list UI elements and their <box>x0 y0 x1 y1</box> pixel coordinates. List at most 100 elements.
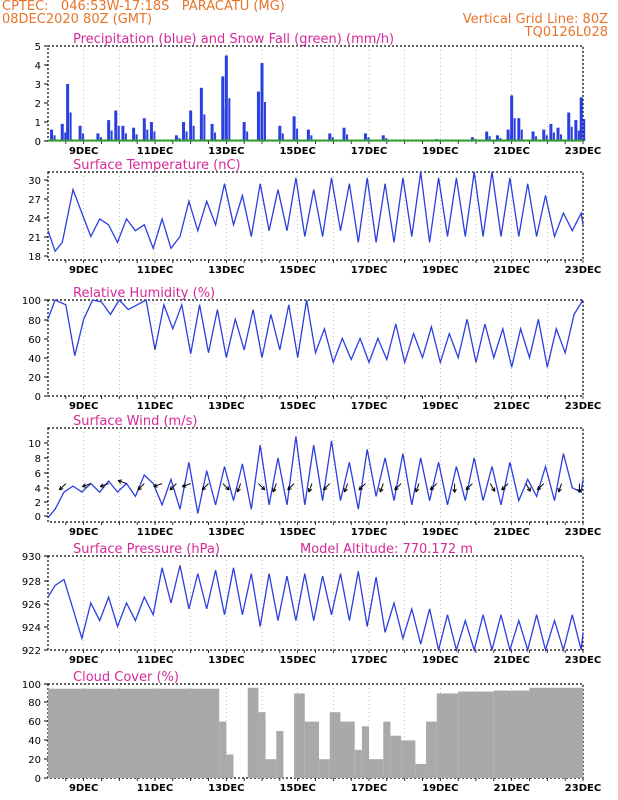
xtick-label: 15DEC <box>279 783 315 794</box>
wind-arrow-head <box>263 485 266 491</box>
precip-bar <box>99 137 102 141</box>
precip-bar <box>306 129 310 141</box>
wind-arrow-head <box>237 488 241 493</box>
ytick-label-temp: 18 <box>28 252 41 263</box>
ytick-label-temp: 21 <box>28 233 41 244</box>
xtick-label: 9DEC <box>69 146 98 157</box>
precip-bar <box>78 125 82 141</box>
xtick-label: 15DEC <box>279 265 315 276</box>
cloud-cover-bar <box>436 693 459 778</box>
wind-arrow-head <box>537 488 542 491</box>
ytick-label-cloud: 0 <box>35 774 41 785</box>
wind-arrow <box>137 483 145 491</box>
xtick-label: 23DEC <box>565 401 601 412</box>
precip-bar <box>199 87 203 141</box>
xtick-label: 19DEC <box>422 401 458 412</box>
wind-arrow <box>394 483 402 491</box>
xtick-label: 23DEC <box>565 783 601 794</box>
humidity-line <box>47 298 584 368</box>
wind-arrow-head <box>322 485 326 491</box>
temperature-line <box>47 171 584 253</box>
wind-arrow-head <box>153 483 157 487</box>
precip-bar <box>264 102 266 141</box>
precip-bar <box>470 137 474 141</box>
cloud-cover-bar <box>426 721 437 778</box>
ytick-label-humidity: 60 <box>28 335 41 346</box>
wind-arrow <box>344 483 349 493</box>
wind-arrow <box>415 483 420 493</box>
precip-bar <box>574 120 578 141</box>
ytick-label-pressure: 922 <box>22 646 41 657</box>
wind-arrow <box>169 483 177 491</box>
precip-bar <box>346 134 349 141</box>
precip-bar <box>189 110 193 141</box>
ytick-label-precip: 1 <box>35 118 41 129</box>
xtick-label: 21DEC <box>493 146 529 157</box>
xtick-label: 19DEC <box>422 265 458 276</box>
xtick-label: 13DEC <box>208 401 244 412</box>
panel-frame-temp <box>47 171 584 261</box>
precip-bar <box>53 135 56 141</box>
ytick-label-cloud: 100 <box>22 680 41 691</box>
ytick-label-wind: 8 <box>35 454 41 465</box>
precip-bar <box>117 125 120 141</box>
wind-arrow <box>59 483 67 491</box>
precip-bar <box>488 136 491 141</box>
cloud-cover-bar <box>247 687 259 778</box>
xtick-label: 9DEC <box>69 783 98 794</box>
precip-bar <box>142 118 146 141</box>
ytick-label-precip: 5 <box>35 42 41 53</box>
precip-bar <box>66 84 70 141</box>
xtick-label: 15DEC <box>279 655 315 666</box>
precip-bar <box>203 114 206 141</box>
precip-bar <box>292 116 296 141</box>
precip-bar <box>60 123 64 141</box>
wind-arrow-head <box>454 488 457 493</box>
wind-arrow <box>379 483 384 493</box>
wind-arrow-head <box>99 483 104 487</box>
cloud-cover-bar <box>265 759 277 778</box>
precip-bar <box>367 137 370 141</box>
ytick-label-temp: 27 <box>28 195 41 206</box>
precip-bar <box>132 127 136 141</box>
precip-bar <box>153 131 156 141</box>
cloud-cover-bar <box>329 712 341 778</box>
wind-arrow-head <box>558 488 562 493</box>
ytick-label-humidity: 100 <box>22 296 41 307</box>
ytick-label-cloud: 80 <box>28 698 41 709</box>
precip-bar <box>110 130 113 141</box>
wind-arrow-head <box>429 485 433 491</box>
cloud-cover-bar <box>294 693 305 778</box>
xtick-label: 21DEC <box>493 401 529 412</box>
xtick-label: 19DEC <box>422 146 458 157</box>
xtick-label: 9DEC <box>69 527 98 538</box>
ytick-label-wind: 4 <box>35 484 41 495</box>
precip-bar <box>182 122 186 141</box>
xtick-label: 21DEC <box>493 527 529 538</box>
precip-bar <box>69 112 72 141</box>
precip-bar <box>495 135 499 141</box>
xtick-label: 23DEC <box>565 146 601 157</box>
xtick-label: 23DEC <box>565 265 601 276</box>
cloud-cover-bar <box>258 712 266 778</box>
precip-bar <box>149 122 153 141</box>
wind-arrow <box>222 483 230 491</box>
wind-arrow <box>489 483 496 492</box>
precip-bar <box>531 131 535 141</box>
precip-bar <box>560 134 563 141</box>
wind-arrow <box>258 483 266 491</box>
cloud-cover-bar <box>529 687 583 778</box>
xtick-label: 17DEC <box>351 146 387 157</box>
xtick-label: 17DEC <box>351 401 387 412</box>
cloud-cover-bar <box>369 759 384 778</box>
panel-title-humidity: Relative Humidity (%) <box>73 286 215 301</box>
wind-arrow-head <box>137 488 142 491</box>
wind-arrow <box>537 483 545 491</box>
wind-arrow-head <box>81 483 86 487</box>
cloud-cover-bar <box>226 754 234 778</box>
wind-arrow <box>308 483 313 493</box>
precip-bar <box>331 137 334 141</box>
cloud-cover-bar <box>401 740 416 778</box>
precip-bar <box>224 55 228 141</box>
